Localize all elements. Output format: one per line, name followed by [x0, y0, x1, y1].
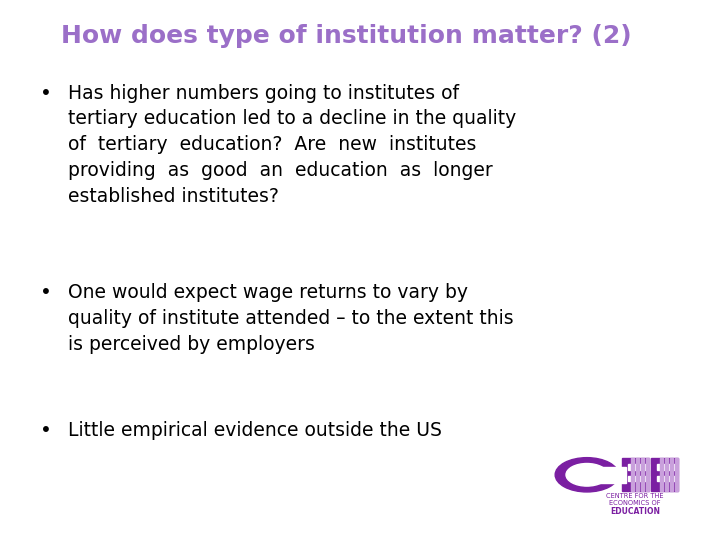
Bar: [651, 458, 678, 491]
Bar: [657, 476, 678, 482]
Text: CENTRE FOR THE: CENTRE FOR THE: [606, 493, 664, 499]
Bar: [622, 458, 649, 491]
Text: •: •: [40, 284, 51, 302]
Bar: [641, 458, 644, 491]
Circle shape: [566, 463, 608, 486]
Circle shape: [555, 457, 618, 492]
Text: Has higher numbers going to institutes of
tertiary education led to a decline in: Has higher numbers going to institutes o…: [68, 84, 517, 206]
Bar: [660, 458, 663, 491]
Text: •: •: [40, 421, 51, 440]
Bar: [587, 467, 626, 483]
Bar: [665, 458, 668, 491]
Bar: [675, 458, 678, 491]
Bar: [670, 458, 673, 491]
Bar: [628, 464, 649, 470]
Bar: [646, 458, 649, 491]
Text: ECONOMICS OF: ECONOMICS OF: [609, 500, 661, 506]
Bar: [628, 476, 649, 482]
Text: How does type of institution matter? (2): How does type of institution matter? (2): [61, 24, 632, 48]
Bar: [636, 458, 639, 491]
Text: One would expect wage returns to vary by
quality of institute attended – to the : One would expect wage returns to vary by…: [68, 284, 514, 354]
Bar: [657, 464, 678, 470]
Bar: [631, 458, 634, 491]
Text: Little empirical evidence outside the US: Little empirical evidence outside the US: [68, 421, 442, 440]
Text: •: •: [40, 84, 51, 103]
Text: EDUCATION: EDUCATION: [610, 507, 660, 516]
